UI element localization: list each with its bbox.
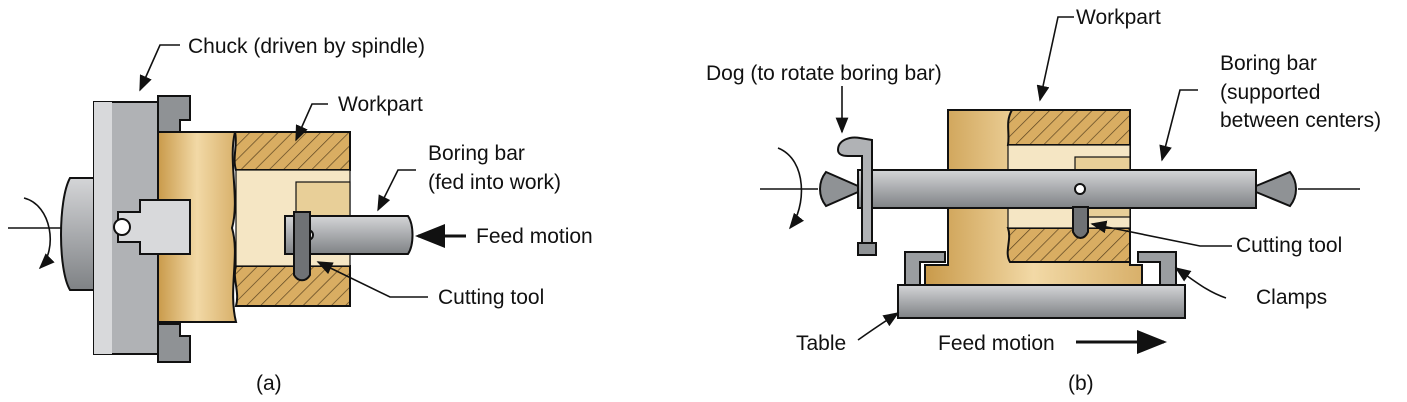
chuck-key bbox=[117, 199, 191, 255]
workpart-a bbox=[157, 131, 238, 323]
cutting-tool-a bbox=[293, 211, 311, 282]
boring-bar-a bbox=[284, 215, 414, 255]
rotation-arrow-b bbox=[777, 147, 804, 230]
chuck-jaw-top bbox=[157, 95, 191, 133]
center-left bbox=[819, 170, 859, 208]
clamp-right bbox=[1137, 251, 1177, 286]
caption-a: (a) bbox=[256, 372, 282, 395]
boring-bar-label-a-1: Boring bar bbox=[428, 142, 525, 165]
feed-motion-label-b: Feed motion bbox=[938, 332, 1055, 355]
clamp-left bbox=[904, 251, 946, 286]
boring-bar-label-b-3: between centers) bbox=[1220, 109, 1381, 132]
cutting-tool-label-b: Cutting tool bbox=[1236, 234, 1342, 257]
workpart-label-b: Workpart bbox=[1076, 6, 1161, 29]
chuck-label: Chuck (driven by spindle) bbox=[188, 35, 425, 58]
cutting-tool-label-a: Cutting tool bbox=[438, 286, 544, 309]
workpart-b-section-top bbox=[1006, 109, 1131, 146]
cutting-tool-b bbox=[1072, 206, 1089, 239]
boring-bar-label-b-1: Boring bar bbox=[1220, 52, 1317, 75]
center-right bbox=[1255, 170, 1297, 208]
feed-motion-label-a: Feed motion bbox=[476, 225, 593, 248]
diagram-b: Workpart Dog (to rotate boring bar) Bori… bbox=[706, 6, 1381, 395]
diagram-a: Chuck (driven by spindle) Workpart Borin… bbox=[8, 35, 593, 395]
workpart-label-a: Workpart bbox=[338, 93, 423, 116]
chuck-jaw-bottom bbox=[157, 323, 191, 363]
boring-bar-b bbox=[857, 169, 1257, 209]
workpart-a-section-bottom bbox=[233, 265, 351, 307]
clamps-label: Clamps bbox=[1256, 286, 1327, 309]
spindle-shaft bbox=[60, 177, 99, 291]
rotation-arrow-a bbox=[23, 197, 55, 270]
table-label: Table bbox=[796, 332, 846, 355]
workpart-b-section-bottom bbox=[1006, 227, 1131, 263]
machine-table bbox=[897, 284, 1186, 319]
dog-label: Dog (to rotate boring bar) bbox=[706, 62, 942, 85]
boring-bar-label-a-2: (fed into work) bbox=[428, 171, 561, 194]
workpart-a-section-top bbox=[233, 131, 351, 171]
boring-bar-label-b-2: (supported bbox=[1220, 81, 1320, 104]
caption-b: (b) bbox=[1068, 372, 1094, 395]
